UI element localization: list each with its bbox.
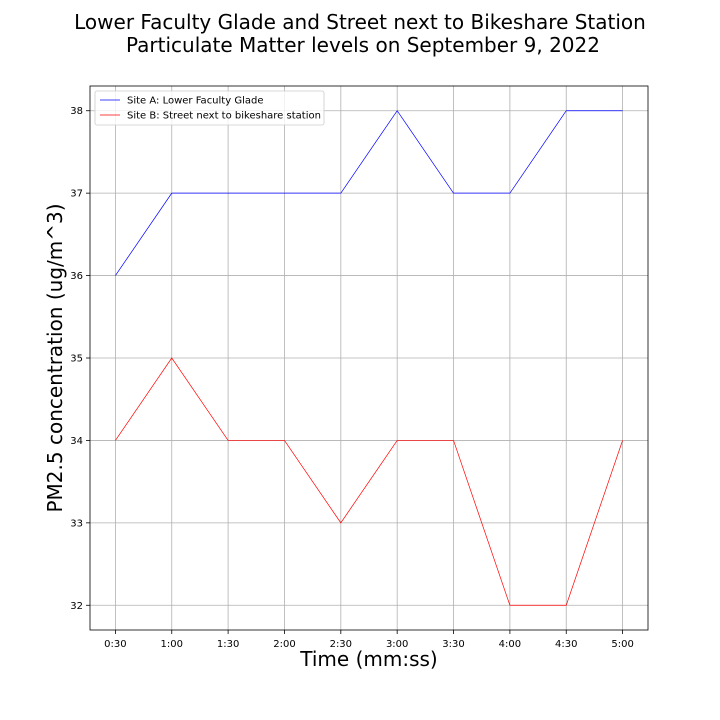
gridlines — [90, 86, 648, 630]
x-axis-label: Time (mm:ss) — [299, 647, 437, 671]
y-axis-label: PM2.5 concentration (ug/m^3) — [43, 203, 67, 512]
y-tick-label: 38 — [70, 106, 83, 117]
y-tick-label: 34 — [70, 436, 83, 447]
legend: Site A: Lower Faculty Glade Site B: Stre… — [94, 90, 325, 126]
x-tick-label: 2:30 — [330, 639, 352, 650]
chart-title-line-1: Lower Faculty Glade and Street next to B… — [74, 10, 646, 34]
y-tick-label: 35 — [70, 354, 83, 365]
x-tick-label: 2:00 — [273, 639, 295, 650]
x-tick-label: 0:30 — [104, 639, 126, 650]
chart-title-line-2: Particulate Matter levels on September 9… — [126, 33, 600, 57]
y-tick-label: 32 — [70, 601, 83, 612]
x-tick-label: 5:00 — [611, 639, 633, 650]
y-axis-ticks: 32 33 34 35 36 37 38 — [70, 106, 90, 612]
legend-label-site-b: Site B: Street next to bikeshare station — [127, 111, 321, 122]
x-tick-label: 4:00 — [499, 639, 521, 650]
y-tick-label: 36 — [70, 271, 83, 282]
x-tick-label: 3:30 — [442, 639, 464, 650]
legend-box — [94, 90, 325, 126]
x-tick-label: 3:00 — [386, 639, 408, 650]
y-tick-label: 37 — [70, 189, 83, 200]
x-tick-label: 4:30 — [555, 639, 577, 650]
x-tick-label: 1:30 — [217, 639, 239, 650]
x-tick-label: 1:00 — [161, 639, 183, 650]
x-axis-ticks: 0:30 1:00 1:30 2:00 2:30 3:00 3:30 4:00 4:30 5:00 — [104, 630, 634, 650]
legend-label-site-a: Site A: Lower Faculty Glade — [127, 96, 263, 107]
series-lines — [115, 110, 623, 606]
series-line-site-b — [115, 357, 623, 606]
y-tick-label: 33 — [70, 518, 83, 529]
series-line-site-a — [115, 110, 623, 276]
